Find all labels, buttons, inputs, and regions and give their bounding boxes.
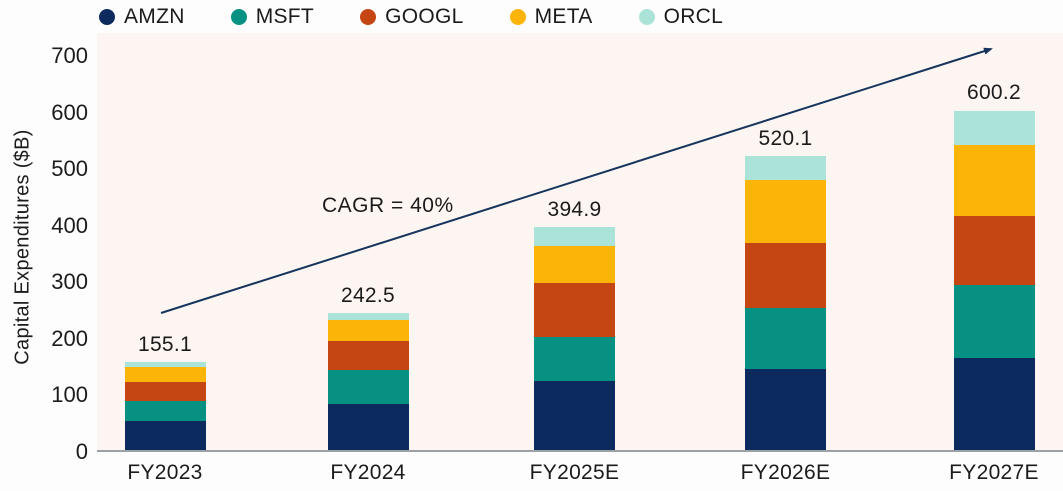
plot-area xyxy=(97,33,1063,452)
stacked-bar-fy2026e xyxy=(745,155,826,450)
x-axis-label-fy2024: FY2024 xyxy=(330,461,406,484)
bar-segment-meta-fy2023 xyxy=(124,367,206,382)
bar-segment-orcl-fy2027e xyxy=(953,110,1035,146)
stacked-bar-fy2024 xyxy=(327,312,409,450)
bar-segment-amzn-fy2026e xyxy=(745,369,826,450)
legend-dot-googl-icon xyxy=(360,9,377,25)
y-tick-label-500: 500 xyxy=(51,156,88,182)
legend-label: GOOGL xyxy=(385,5,464,28)
bar-segment-msft-fy2025e xyxy=(534,337,615,381)
legend-item-msft: MSFT xyxy=(230,5,315,29)
bar-segment-amzn-fy2025e xyxy=(534,380,615,450)
bar-segment-amzn-fy2023 xyxy=(124,420,206,450)
x-axis-label-fy2023: FY2023 xyxy=(127,461,203,484)
bar-total-fy2024: 242.5 xyxy=(340,283,396,307)
legend-dot-orcl-icon xyxy=(638,9,655,25)
bar-segment-orcl-fy2025e xyxy=(534,226,615,246)
bar-segment-meta-fy2027e xyxy=(953,145,1035,216)
bar-total-fy2023: 155.1 xyxy=(137,333,193,357)
bar-segment-googl-fy2023 xyxy=(124,381,206,401)
x-axis-label-fy2027e: FY2027E xyxy=(949,461,1039,484)
cagr-annotation: CAGR = 40% xyxy=(322,194,454,217)
y-tick-label-700: 700 xyxy=(51,43,88,68)
bar-segment-msft-fy2026e xyxy=(745,308,826,370)
bar-segment-googl-fy2025e xyxy=(534,283,615,338)
bar-total-fy2026e: 520.1 xyxy=(758,126,813,150)
y-tick-label-100: 100 xyxy=(51,382,88,408)
bar-segment-msft-fy2027e xyxy=(953,284,1035,359)
bar-segment-googl-fy2026e xyxy=(745,242,826,309)
bar-segment-orcl-fy2026e xyxy=(745,155,826,180)
legend-label: ORCL xyxy=(663,5,724,28)
stacked-bar-fy2025e xyxy=(534,226,615,450)
chart-legend: AMZN MSFT GOOGL META ORCL xyxy=(99,5,723,29)
y-tick-label-300: 300 xyxy=(51,269,88,295)
stacked-bar-fy2023 xyxy=(124,362,206,450)
legend-item-orcl: ORCL xyxy=(638,5,724,29)
legend-label: AMZN xyxy=(124,5,185,28)
legend-label: MSFT xyxy=(255,5,315,28)
bar-total-fy2025e: 394.9 xyxy=(547,197,602,221)
stacked-bar-fy2027e xyxy=(953,110,1035,450)
legend-label: META xyxy=(534,5,593,28)
bar-segment-msft-fy2024 xyxy=(327,370,409,404)
x-axis-label-fy2025e: FY2025E xyxy=(529,461,620,484)
legend-dot-amzn-icon xyxy=(99,9,115,25)
legend-item-amzn: AMZN xyxy=(99,5,185,29)
y-tick-label-200: 200 xyxy=(51,325,88,351)
legend-dot-msft-icon xyxy=(230,9,247,25)
legend-dot-meta-icon xyxy=(509,9,526,25)
legend-item-meta: META xyxy=(509,5,593,29)
y-tick-label-400: 400 xyxy=(51,212,88,238)
bar-segment-msft-fy2023 xyxy=(124,400,206,421)
bar-total-fy2027e: 600.2 xyxy=(966,81,1022,105)
bar-segment-googl-fy2024 xyxy=(327,340,409,371)
bar-segment-meta-fy2024 xyxy=(327,319,409,341)
legend-item-googl: GOOGL xyxy=(360,5,464,29)
y-tick-label-0: 0 xyxy=(75,439,88,464)
y-tick-label-600: 600 xyxy=(51,99,88,125)
bar-segment-orcl-fy2024 xyxy=(327,312,409,320)
bar-segment-meta-fy2025e xyxy=(534,245,615,284)
bar-segment-amzn-fy2027e xyxy=(953,358,1035,450)
bar-segment-meta-fy2026e xyxy=(745,179,826,243)
x-axis-label-fy2026e: FY2026E xyxy=(740,461,831,484)
bar-segment-amzn-fy2024 xyxy=(327,403,409,450)
bar-segment-orcl-fy2023 xyxy=(124,362,206,368)
bar-segment-googl-fy2027e xyxy=(953,215,1035,285)
